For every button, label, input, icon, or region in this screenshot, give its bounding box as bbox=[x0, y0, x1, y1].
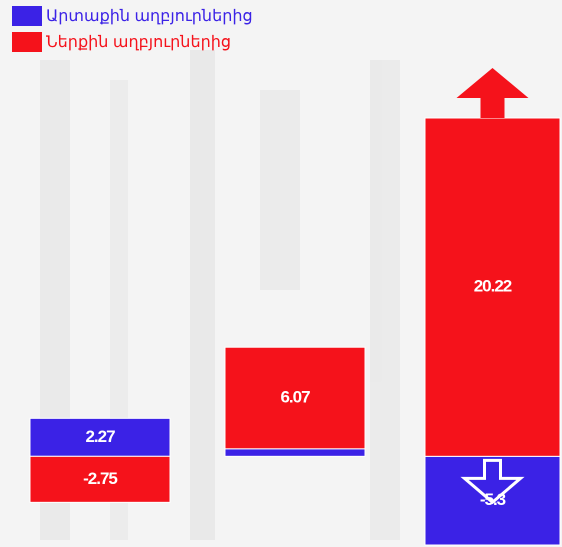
legend-label: Ներքին աղբյուրներից bbox=[46, 34, 231, 51]
bar-segment bbox=[29, 455, 171, 503]
data-label: 2.27 bbox=[85, 427, 115, 446]
bar-segment bbox=[29, 417, 171, 457]
data-label: 6.07 bbox=[280, 387, 310, 406]
data-label: 20.22 bbox=[474, 277, 512, 296]
bar-segment bbox=[224, 346, 366, 450]
bar-segment bbox=[424, 117, 561, 457]
data-label: -2.75 bbox=[83, 469, 117, 488]
up-arrow bbox=[456, 68, 529, 118]
legend-swatch bbox=[12, 6, 42, 26]
texture bbox=[40, 50, 400, 540]
legend-label: Արտաքին աղբյուրներից bbox=[46, 8, 253, 25]
bar-segment bbox=[224, 448, 366, 457]
down-arrow bbox=[460, 458, 525, 505]
legend-swatch bbox=[12, 32, 42, 52]
